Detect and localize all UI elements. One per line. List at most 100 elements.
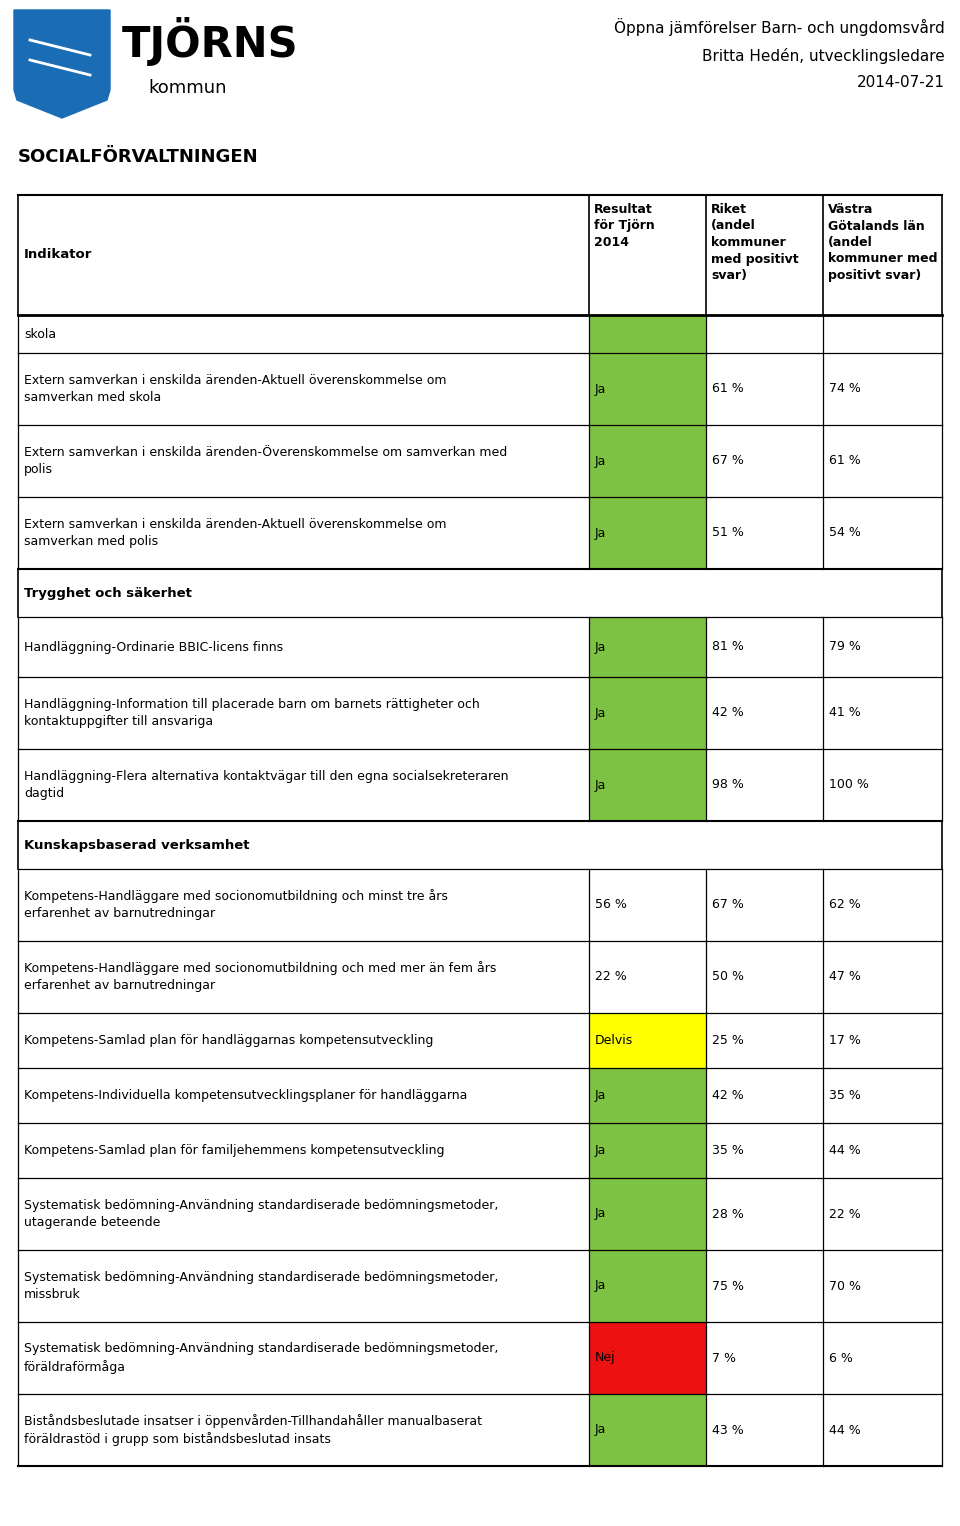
Text: 70 %: 70 % bbox=[829, 1279, 861, 1293]
Bar bbox=[823, 314, 942, 353]
Bar bbox=[589, 617, 706, 678]
Text: Ja: Ja bbox=[595, 1207, 607, 1221]
Text: 6 %: 6 % bbox=[829, 1352, 852, 1364]
Text: 35 %: 35 % bbox=[712, 1144, 744, 1157]
Bar bbox=[706, 617, 823, 678]
Bar bbox=[823, 353, 942, 426]
Text: 25 %: 25 % bbox=[712, 1035, 744, 1047]
Text: Handläggning-Information till placerade barn om barnets rättigheter och
kontaktu: Handläggning-Information till placerade … bbox=[24, 697, 480, 728]
Bar bbox=[706, 868, 823, 942]
Text: Västra
Götalands län
(andel
kommuner med
positivt svar): Västra Götalands län (andel kommuner med… bbox=[828, 203, 938, 282]
Text: Nej: Nej bbox=[595, 1352, 615, 1364]
Bar bbox=[823, 1322, 942, 1393]
Text: 74 %: 74 % bbox=[829, 383, 861, 395]
Text: 47 %: 47 % bbox=[829, 971, 861, 983]
Bar bbox=[589, 1322, 706, 1393]
Bar bbox=[823, 497, 942, 569]
Text: 100 %: 100 % bbox=[829, 778, 869, 792]
Text: 44 %: 44 % bbox=[829, 1144, 861, 1157]
Bar bbox=[823, 426, 942, 497]
Text: Ja: Ja bbox=[595, 455, 607, 467]
Bar bbox=[706, 569, 823, 617]
Text: Extern samverkan i enskilda ärenden-Aktuell överenskommelse om
samverkan med sko: Extern samverkan i enskilda ärenden-Aktu… bbox=[24, 374, 446, 404]
Bar bbox=[706, 1013, 823, 1068]
Text: kommun: kommun bbox=[148, 79, 227, 98]
Text: 44 %: 44 % bbox=[829, 1424, 861, 1436]
Text: Britta Hedén, utvecklingsledare: Britta Hedén, utvecklingsledare bbox=[703, 47, 945, 64]
Bar bbox=[589, 942, 706, 1013]
Bar bbox=[18, 1322, 589, 1393]
Bar bbox=[589, 569, 706, 617]
Bar bbox=[823, 1250, 942, 1322]
Bar bbox=[823, 821, 942, 868]
Text: TJÖRNS: TJÖRNS bbox=[122, 17, 299, 67]
Text: 35 %: 35 % bbox=[829, 1090, 861, 1102]
Text: 98 %: 98 % bbox=[712, 778, 744, 792]
Bar bbox=[18, 868, 589, 942]
Bar bbox=[706, 821, 823, 868]
Bar bbox=[823, 1068, 942, 1123]
Text: Kompetens-Handläggare med socionomutbildning och minst tre års
erfarenhet av bar: Kompetens-Handläggare med socionomutbild… bbox=[24, 890, 448, 920]
Bar bbox=[589, 749, 706, 821]
Bar bbox=[589, 497, 706, 569]
Bar bbox=[18, 678, 589, 749]
Text: 56 %: 56 % bbox=[595, 899, 627, 911]
Text: Biståndsbeslutade insatser i öppenvården-Tillhandahåller manualbaserat
föräldras: Biståndsbeslutade insatser i öppenvården… bbox=[24, 1413, 482, 1447]
Bar bbox=[589, 426, 706, 497]
Text: Ja: Ja bbox=[595, 383, 607, 395]
Text: 62 %: 62 % bbox=[829, 899, 861, 911]
Text: Delvis: Delvis bbox=[595, 1035, 634, 1047]
Text: 79 %: 79 % bbox=[829, 641, 861, 653]
Text: 51 %: 51 % bbox=[712, 526, 744, 540]
Text: Kunskapsbaserad verksamhet: Kunskapsbaserad verksamhet bbox=[24, 838, 250, 852]
Bar bbox=[589, 821, 706, 868]
Bar bbox=[706, 1178, 823, 1250]
Bar bbox=[823, 942, 942, 1013]
Bar bbox=[589, 678, 706, 749]
Bar bbox=[706, 749, 823, 821]
Text: SOCIALFÖRVALTNINGEN: SOCIALFÖRVALTNINGEN bbox=[18, 148, 258, 166]
Bar bbox=[18, 1068, 589, 1123]
Text: Resultat
för Tjörn
2014: Resultat för Tjörn 2014 bbox=[594, 203, 655, 249]
Bar bbox=[706, 1068, 823, 1123]
Bar bbox=[706, 1250, 823, 1322]
Bar bbox=[589, 1250, 706, 1322]
Bar bbox=[18, 749, 589, 821]
Bar bbox=[823, 749, 942, 821]
Text: 22 %: 22 % bbox=[595, 971, 627, 983]
Bar bbox=[18, 1250, 589, 1322]
Bar bbox=[823, 1393, 942, 1466]
Text: Ja: Ja bbox=[595, 526, 607, 540]
Bar bbox=[706, 1123, 823, 1178]
Text: Ja: Ja bbox=[595, 778, 607, 792]
Bar bbox=[18, 942, 589, 1013]
Text: Ja: Ja bbox=[595, 1144, 607, 1157]
Text: Extern samverkan i enskilda ärenden-Överenskommelse om samverkan med
polis: Extern samverkan i enskilda ärenden-Över… bbox=[24, 446, 507, 476]
Text: skola: skola bbox=[24, 328, 56, 340]
Text: Kompetens-Handläggare med socionomutbildning och med mer än fem års
erfarenhet a: Kompetens-Handläggare med socionomutbild… bbox=[24, 961, 496, 992]
Text: Kompetens-Samlad plan för handläggarnas kompetensutveckling: Kompetens-Samlad plan för handläggarnas … bbox=[24, 1035, 433, 1047]
Text: 54 %: 54 % bbox=[829, 526, 861, 540]
Bar bbox=[706, 1322, 823, 1393]
Bar bbox=[706, 678, 823, 749]
Bar bbox=[18, 821, 589, 868]
Bar bbox=[823, 1013, 942, 1068]
Bar bbox=[18, 426, 589, 497]
Bar bbox=[589, 868, 706, 942]
Bar bbox=[589, 1013, 706, 1068]
Text: Systematisk bedömning-Användning standardiserade bedömningsmetoder,
missbruk: Systematisk bedömning-Användning standar… bbox=[24, 1271, 498, 1302]
Bar bbox=[589, 1178, 706, 1250]
Bar bbox=[823, 1123, 942, 1178]
Text: Ja: Ja bbox=[595, 1090, 607, 1102]
Bar bbox=[706, 497, 823, 569]
Bar bbox=[18, 617, 589, 678]
Text: Handläggning-Ordinarie BBIC-licens finns: Handläggning-Ordinarie BBIC-licens finns bbox=[24, 641, 283, 653]
Bar bbox=[823, 868, 942, 942]
Bar bbox=[589, 314, 706, 353]
Text: 81 %: 81 % bbox=[712, 641, 744, 653]
Text: Öppna jämförelser Barn- och ungdomsvård: Öppna jämförelser Barn- och ungdomsvård bbox=[614, 18, 945, 37]
Bar bbox=[706, 426, 823, 497]
Text: Systematisk bedömning-Användning standardiserade bedömningsmetoder,
utagerande b: Systematisk bedömning-Användning standar… bbox=[24, 1199, 498, 1228]
Bar bbox=[589, 353, 706, 426]
Text: Ja: Ja bbox=[595, 707, 607, 719]
